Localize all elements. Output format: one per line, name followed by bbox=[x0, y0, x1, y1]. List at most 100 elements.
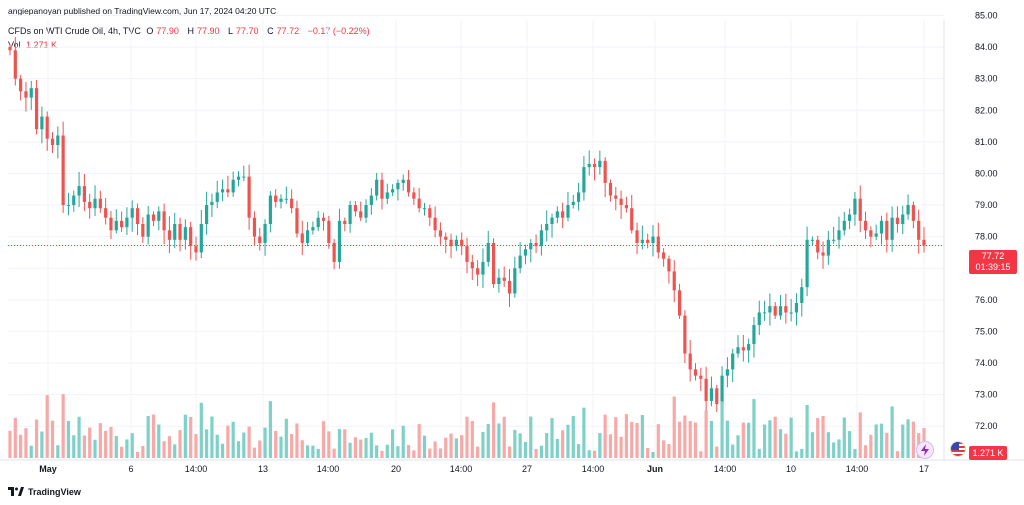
candle-body bbox=[481, 261, 485, 275]
y-tick-label: 83.00 bbox=[975, 74, 998, 84]
candle-body bbox=[667, 258, 671, 272]
volume-bar bbox=[571, 416, 575, 458]
volume-bar bbox=[268, 401, 272, 458]
volume-legend: Vol 1.271 K bbox=[8, 40, 60, 50]
volume-bar bbox=[391, 429, 395, 458]
y-tick-label: 79.00 bbox=[975, 200, 998, 210]
volume-bar bbox=[507, 446, 512, 458]
candle-body bbox=[826, 239, 830, 256]
volume-bar bbox=[215, 434, 219, 458]
candle-body bbox=[19, 78, 23, 92]
candle-body bbox=[906, 205, 910, 215]
volume-bar bbox=[401, 425, 405, 458]
candle-body bbox=[401, 179, 405, 183]
volume-bar bbox=[778, 429, 783, 458]
volume-bar bbox=[561, 430, 565, 458]
volume-bar bbox=[61, 394, 65, 458]
volume-bar bbox=[810, 432, 815, 458]
volume-bar bbox=[77, 416, 81, 458]
candle-body bbox=[72, 195, 76, 206]
volume-bar bbox=[258, 440, 262, 458]
volume-bar bbox=[470, 421, 474, 458]
candle-body bbox=[226, 189, 230, 193]
volume-bar bbox=[135, 451, 140, 458]
volume-bar bbox=[284, 418, 288, 458]
candle-body bbox=[608, 182, 613, 196]
volume-bar bbox=[465, 416, 469, 458]
candle-body bbox=[545, 224, 549, 231]
y-tick-label: 84.00 bbox=[975, 42, 998, 52]
us-flag-icon[interactable] bbox=[950, 441, 966, 457]
volume-bar bbox=[672, 396, 676, 458]
symbol-name[interactable]: CFDs on WTI Crude Oil, 4h, TVC bbox=[8, 26, 141, 36]
volume-bar bbox=[19, 434, 23, 458]
bar-countdown: 01:39:15 bbox=[975, 262, 1011, 272]
candle-body bbox=[603, 160, 607, 183]
candle-body bbox=[93, 198, 97, 209]
volume-bar bbox=[773, 416, 777, 458]
volume-bar bbox=[720, 401, 724, 458]
volume-bar bbox=[412, 450, 416, 458]
volume-bar bbox=[93, 439, 97, 458]
candle-body bbox=[630, 208, 634, 231]
volume-bar bbox=[566, 424, 570, 458]
volume-bar bbox=[667, 444, 671, 458]
candle-body bbox=[327, 220, 331, 243]
candle-body bbox=[688, 353, 692, 370]
candle-body bbox=[199, 224, 203, 253]
candle-body bbox=[242, 176, 246, 178]
volume-label[interactable]: Vol bbox=[8, 40, 21, 50]
candle-body bbox=[848, 214, 852, 221]
volume-bar bbox=[167, 436, 172, 458]
candle-body bbox=[885, 220, 889, 240]
x-tick-label: 14:00 bbox=[185, 464, 208, 474]
volume-bar bbox=[794, 451, 799, 458]
publisher-line: angiepanoyan published on TradingView.co… bbox=[8, 6, 277, 16]
brand-name: TradingView bbox=[28, 487, 81, 497]
volume-bar bbox=[88, 427, 92, 458]
candle-body bbox=[677, 290, 682, 316]
candle-body bbox=[741, 347, 745, 351]
volume-bar bbox=[8, 430, 12, 458]
candle-body bbox=[922, 239, 926, 246]
candle-body bbox=[114, 220, 118, 231]
candle-body bbox=[45, 116, 49, 139]
candle-body bbox=[210, 201, 214, 206]
candle-body bbox=[82, 186, 86, 202]
volume-bar bbox=[879, 423, 884, 458]
candle-body bbox=[470, 261, 474, 269]
volume-bar bbox=[50, 420, 55, 458]
candle-body bbox=[874, 233, 878, 237]
volume-bar bbox=[231, 421, 235, 458]
candle-body bbox=[369, 195, 373, 206]
volume-bar bbox=[768, 420, 772, 458]
candle-body bbox=[598, 160, 602, 168]
volume-bar bbox=[821, 415, 825, 458]
candle-body bbox=[300, 233, 304, 243]
tradingview-brand[interactable]: TradingView bbox=[8, 487, 81, 497]
volume-bar bbox=[715, 446, 719, 458]
candle-body bbox=[587, 163, 591, 168]
candle-body bbox=[205, 205, 209, 224]
x-tick-label: 14:00 bbox=[582, 464, 605, 474]
candle-body bbox=[662, 252, 666, 259]
volume-bar bbox=[630, 421, 634, 458]
volume-bar bbox=[56, 445, 60, 458]
volume-bar bbox=[380, 450, 384, 458]
candle-body bbox=[263, 224, 267, 243]
volume-bar bbox=[274, 430, 278, 458]
candle-body bbox=[571, 201, 575, 206]
candle-body bbox=[821, 252, 825, 256]
volume-bar bbox=[550, 418, 554, 458]
candle-body bbox=[837, 230, 841, 240]
volume-value: 1.271 K bbox=[26, 40, 58, 50]
candle-body bbox=[109, 217, 113, 231]
candle-body bbox=[683, 315, 687, 354]
y-tick-label: 81.00 bbox=[975, 137, 998, 147]
candle-body bbox=[125, 217, 129, 228]
lightning-icon[interactable] bbox=[916, 441, 934, 459]
volume-bar bbox=[502, 416, 506, 458]
volume-bar bbox=[662, 440, 666, 458]
volume-bar bbox=[805, 405, 809, 458]
